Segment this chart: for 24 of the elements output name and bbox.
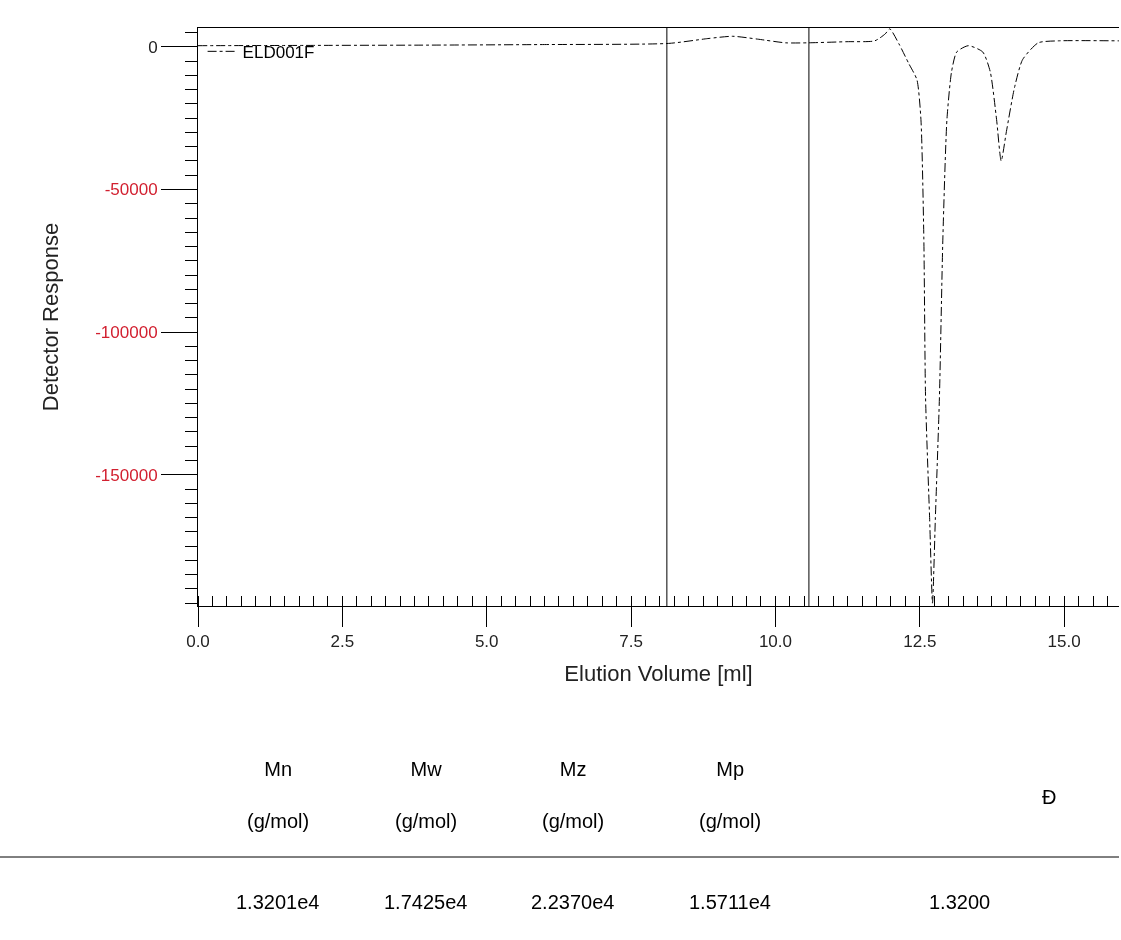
y-tick-label: -50000 — [104, 180, 158, 200]
text: 1.5711e4 — [689, 891, 771, 913]
x-tick-label: 7.5 — [619, 632, 643, 652]
y-tick-label: 0 — [148, 37, 158, 57]
text: Mw (g/mol) — [395, 758, 458, 832]
text: 1.3201e4 — [236, 891, 320, 913]
text: Mz (g/mol) — [542, 758, 605, 832]
x-tick-label: 2.5 — [330, 632, 355, 652]
x-tick-label: 5.0 — [474, 632, 499, 652]
text: 1.7425e4 — [384, 891, 468, 913]
legend-label: ELD001F — [242, 42, 315, 62]
x-tick-label: 15.0 — [1047, 632, 1081, 652]
text: Mp (g/mol) — [699, 758, 762, 832]
text: Đ — [1042, 786, 1057, 808]
x-tick-label: 10.0 — [758, 632, 792, 652]
y-tick-label: -100000 — [95, 323, 158, 343]
text: 2.2370e4 — [531, 891, 615, 913]
x-tick-label: 0.0 — [186, 632, 210, 652]
x-tick-label: 12.5 — [903, 632, 937, 652]
y-tick-label: -150000 — [95, 465, 158, 485]
text: Mn (g/mol) — [247, 758, 310, 832]
y-axis-title: Detector Response — [38, 222, 64, 412]
text: 1.3200 — [929, 891, 991, 913]
x-axis-title: Elution Volume [ml] — [564, 661, 753, 687]
